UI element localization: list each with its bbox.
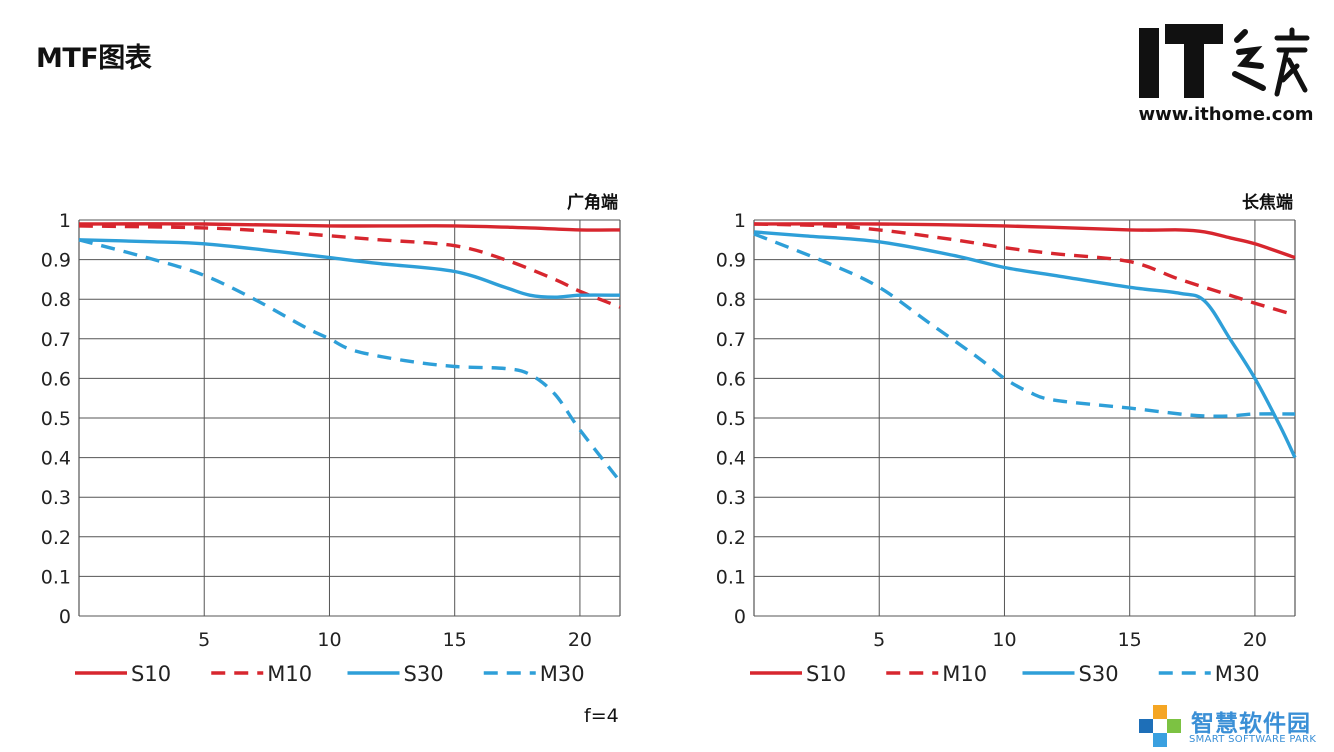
logo-i-bar — [1139, 28, 1159, 98]
park-logo-tile-blue — [1139, 719, 1153, 733]
x-tick-label: 20 — [568, 629, 592, 651]
software-park-subtitle: SMART SOFTWARE PARK — [1189, 734, 1317, 745]
software-park-name: 智慧软件园 — [1191, 711, 1311, 737]
chart-title: 广角端 — [567, 192, 618, 213]
x-tick-label: 10 — [317, 629, 341, 651]
y-tick-label: 0.7 — [41, 329, 71, 351]
x-tick-label: 5 — [873, 629, 885, 651]
y-tick-label: 1 — [734, 210, 746, 232]
legend-label-m10: M10 — [267, 662, 312, 686]
series-line-m30 — [753, 232, 1296, 418]
y-tick-label: 0.7 — [716, 329, 746, 351]
logo-jia-glyph — [1274, 27, 1310, 97]
y-tick-label: 0.5 — [41, 408, 71, 430]
x-tick-label: 15 — [1118, 629, 1142, 651]
logo-t-stem — [1184, 24, 1204, 98]
software-park-logo — [1139, 705, 1181, 747]
series-line-m30 — [78, 238, 622, 483]
y-tick-label: 0.9 — [41, 250, 71, 272]
x-tick-label: 15 — [443, 629, 467, 651]
y-tick-label: 0 — [59, 606, 71, 628]
y-tick-label: 0.6 — [716, 368, 746, 390]
y-tick-label: 0.2 — [41, 527, 71, 549]
ithome-logo — [1139, 24, 1310, 98]
y-tick-label: 0.9 — [716, 250, 746, 272]
y-tick-label: 0.4 — [41, 448, 71, 470]
y-tick-label: 0.5 — [716, 408, 746, 430]
legend-label-s30: S30 — [1079, 662, 1119, 686]
y-tick-label: 0.4 — [716, 448, 746, 470]
y-tick-label: 0.3 — [41, 487, 71, 509]
series-line-s30 — [78, 238, 621, 299]
legend-label-m30: M30 — [540, 662, 585, 686]
x-tick-label: 5 — [198, 629, 210, 651]
park-logo-tile-orange — [1153, 705, 1167, 719]
y-tick-label: 0.2 — [716, 527, 746, 549]
series-line-s30 — [753, 230, 1297, 459]
legend-label-s10: S10 — [806, 662, 846, 686]
y-tick-label: 1 — [59, 210, 71, 232]
park-logo-tile-green — [1167, 719, 1181, 733]
y-tick-label: 0.3 — [716, 487, 746, 509]
legend-label-s30: S30 — [404, 662, 444, 686]
ithome-url: www.ithome.com — [1138, 104, 1314, 125]
y-tick-label: 0.6 — [41, 368, 71, 390]
x-tick-label: 10 — [992, 629, 1016, 651]
y-tick-label: 0.8 — [716, 289, 746, 311]
x-tick-label: 20 — [1243, 629, 1267, 651]
aperture-note: f=4 — [584, 705, 619, 727]
page-title: MTF图表 — [36, 43, 152, 74]
series-line-s10 — [753, 222, 1296, 260]
legend-label-m10: M10 — [942, 662, 987, 686]
y-tick-label: 0.8 — [41, 289, 71, 311]
chart-title: 长焦端 — [1242, 192, 1293, 213]
logo-zhi-glyph — [1232, 29, 1266, 91]
park-logo-tile-lightblue — [1153, 733, 1167, 747]
series-line-m10 — [78, 224, 621, 309]
legend-label-s10: S10 — [131, 662, 171, 686]
y-tick-label: 0 — [734, 606, 746, 628]
series-line-s10 — [78, 222, 621, 232]
mtf-chart-1: 00.10.20.30.40.50.60.70.80.915 10 15 20广角端S… — [41, 192, 622, 686]
series-line-m10 — [753, 222, 1296, 317]
y-tick-label: 0.1 — [41, 566, 71, 588]
mtf-chart-2: 00.10.20.30.40.50.60.70.80.915 10 15 20长焦端S… — [716, 192, 1297, 686]
y-tick-label: 0.1 — [716, 566, 746, 588]
legend-label-m30: M30 — [1215, 662, 1260, 686]
